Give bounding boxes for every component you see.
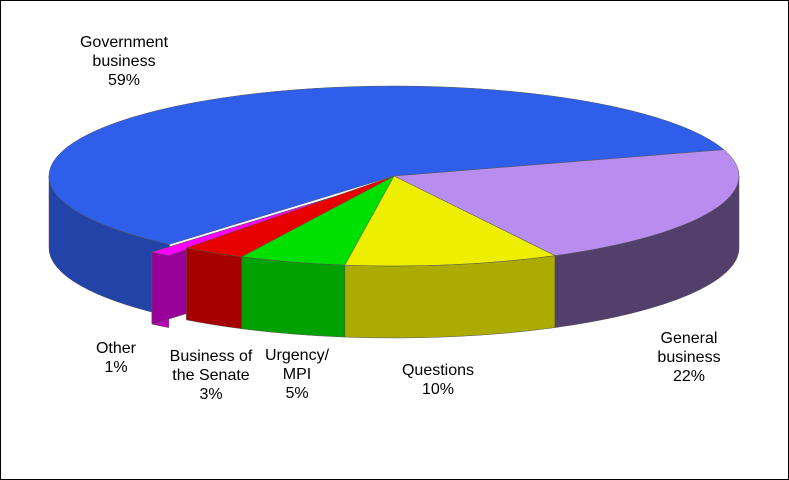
category-name: Other <box>95 340 136 357</box>
slice-label: Business of the Senate 3% <box>157 347 265 404</box>
pie-side <box>241 256 346 338</box>
pie-slice <box>48 85 725 245</box>
category-name: Questions <box>401 362 475 379</box>
category-name: General business <box>657 330 721 366</box>
pie-slice <box>393 149 740 256</box>
value-label: 5% <box>285 385 309 402</box>
slice-label: Other 1% <box>86 339 146 377</box>
value-label: 1% <box>104 359 128 376</box>
pie-slice <box>344 175 556 267</box>
category-name: Business of the Senate <box>169 348 253 384</box>
value-label: 22% <box>672 368 706 385</box>
pie-side <box>186 247 242 330</box>
category-name: Government business <box>79 34 169 70</box>
value-label: 3% <box>199 386 223 403</box>
pie-side <box>344 255 556 339</box>
slice-label: Questions 10% <box>388 361 488 399</box>
slice-label: Urgency/MPI 5% <box>262 346 332 403</box>
category-name: Urgency/MPI <box>264 347 330 383</box>
slice-label: General business 22% <box>639 329 739 386</box>
pie-slice <box>185 175 395 258</box>
slice-label: Government business 59% <box>69 33 179 90</box>
value-label: 10% <box>421 381 455 398</box>
value-label: 59% <box>107 72 141 89</box>
